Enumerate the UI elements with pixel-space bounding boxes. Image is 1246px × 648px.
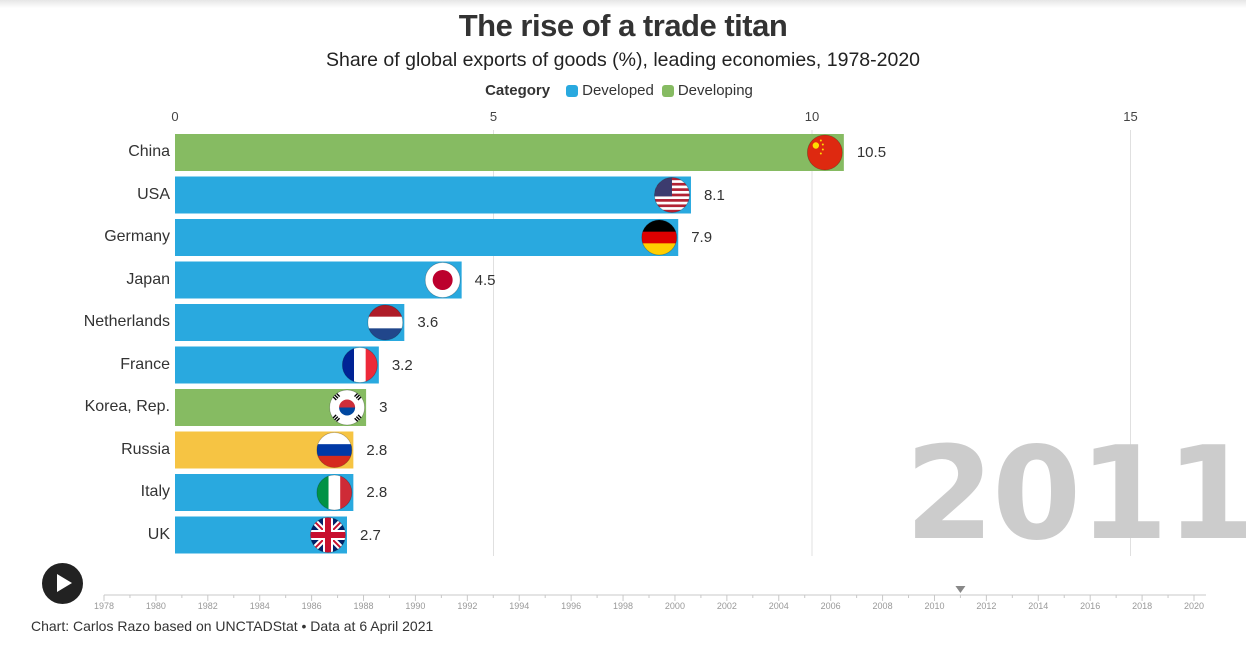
legend-label-developed: Developed: [582, 82, 654, 99]
x-tick-label: 15: [1123, 109, 1138, 124]
timeline-year-label: 2004: [768, 601, 789, 611]
chart-source-footer: Chart: Carlos Razo based on UNCTADStat •…: [31, 618, 434, 634]
current-year-watermark: 2011: [905, 420, 1246, 569]
category-label: Germany: [104, 228, 170, 245]
bar: [175, 134, 844, 171]
legend-swatch-developed: [566, 84, 579, 97]
legend-item-developing[interactable]: Developing: [661, 82, 753, 99]
value-label: 2.7: [359, 526, 381, 544]
timeline-year-label: 1998: [613, 601, 634, 611]
timeline-year-label: 2002: [716, 601, 737, 611]
timeline-year-label: 1986: [301, 601, 322, 611]
timeline-year-label: 1982: [197, 601, 218, 611]
chart-subtitle: Share of global exports of goods (%), le…: [325, 49, 921, 71]
france-flag-icon: [341, 347, 378, 383]
timeline-year-label: 1992: [457, 601, 478, 611]
category-label: Russia: [121, 440, 170, 458]
timeline-year-label: 1994: [509, 601, 530, 611]
china-flag-icon: [806, 134, 843, 171]
category-label: Italy: [140, 483, 170, 500]
timeline-year-label: 2018: [1132, 601, 1153, 611]
italy-flag-icon: [316, 474, 353, 511]
x-tick-label: 0: [171, 109, 179, 124]
germany-flag-icon: [641, 219, 678, 256]
play-button[interactable]: [42, 563, 83, 604]
timeline-handle[interactable]: [955, 586, 966, 593]
legend-label-developing: Developing: [677, 82, 753, 99]
russia-flag-icon: [316, 432, 353, 468]
category-label: China: [128, 143, 170, 160]
value-label: 3: [379, 399, 388, 416]
timeline-year-label: 2010: [924, 601, 945, 611]
category-label: Netherlands: [83, 313, 170, 330]
category-label: USA: [137, 185, 170, 203]
timeline-year-label: 1978: [93, 601, 115, 611]
value-label: 7.9: [691, 229, 713, 246]
bar: [175, 304, 405, 341]
japan-flag-icon: [424, 262, 461, 298]
legend-title: Category: [485, 82, 551, 99]
netherlands-flag-icon: [367, 304, 404, 341]
timeline-year-label: 1980: [145, 601, 166, 611]
legend: Category Developed Developing: [0, 82, 1246, 99]
timeline-year-label: 1990: [405, 601, 426, 611]
legend-swatch-developing: [661, 84, 674, 97]
x-tick-label: 5: [489, 109, 498, 124]
bar: [175, 219, 679, 256]
value-label: 2.8: [366, 441, 388, 459]
bar: [175, 176, 691, 214]
category-label: UK: [147, 525, 170, 543]
timeline-year-label: 2016: [1080, 601, 1101, 611]
top-shadow: [0, 0, 1246, 8]
category-label: Korea, Rep.: [84, 398, 170, 415]
timeline-year-label: 2008: [872, 601, 893, 611]
value-label: 8.1: [703, 186, 725, 204]
value-label: 3.2: [391, 356, 413, 374]
value-label: 2.8: [366, 484, 388, 501]
category-label: France: [120, 355, 170, 373]
category-label: Japan: [126, 270, 170, 288]
uk-flag-icon: [310, 517, 346, 553]
timeline-year-label: 1984: [249, 601, 270, 611]
timeline-year-label: 1988: [353, 601, 374, 611]
x-tick-label: 10: [804, 109, 820, 124]
value-label: 3.6: [417, 314, 439, 331]
timeline-year-label: 2000: [664, 601, 685, 611]
value-label: 4.5: [474, 271, 496, 289]
timeline-year-label: 1996: [561, 601, 582, 611]
bar: [175, 261, 462, 299]
chart-title: The rise of a trade titan: [458, 8, 788, 43]
legend-item-developed[interactable]: Developed: [566, 82, 654, 99]
timeline-year-label: 2014: [1028, 601, 1049, 611]
usa-flag-icon: [654, 177, 690, 213]
timeline-year-label: 2006: [820, 601, 841, 611]
timeline-year-label: 2020: [1183, 601, 1205, 611]
value-label: 10.5: [856, 144, 887, 161]
timeline-year-label: 2012: [976, 601, 997, 611]
korea-flag-icon: [329, 389, 366, 426]
